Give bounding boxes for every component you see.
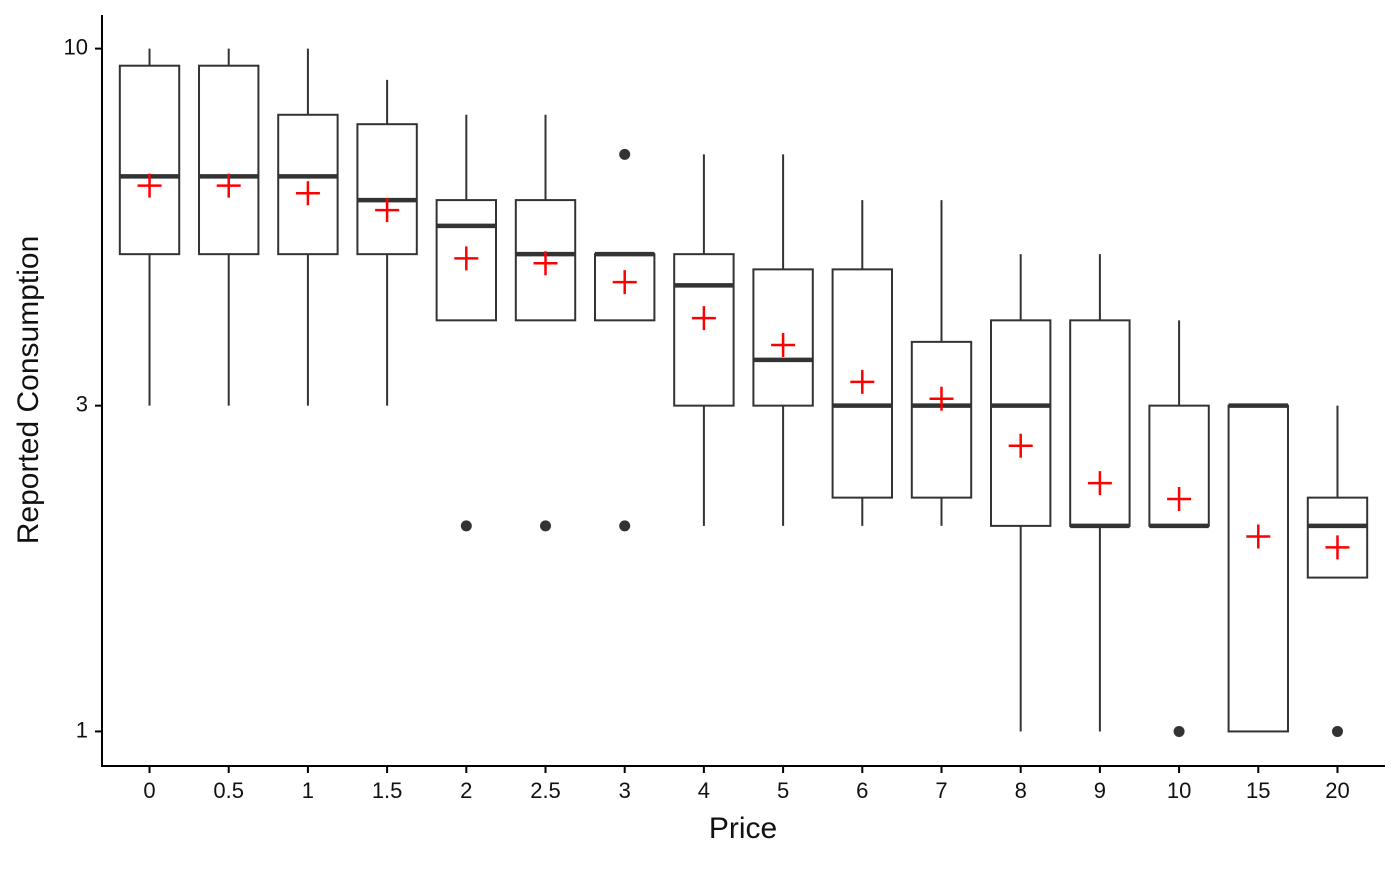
y-tick-label: 1 <box>76 717 88 742</box>
mean-marker <box>375 198 400 223</box>
x-tick-label: 0 <box>143 778 155 803</box>
mean-marker <box>1087 471 1112 496</box>
mean-marker <box>612 270 637 295</box>
x-tick-label: 20 <box>1325 778 1349 803</box>
x-tick-label: 3 <box>619 778 631 803</box>
box <box>198 64 260 256</box>
box <box>989 319 1052 527</box>
x-tick-label: 1 <box>302 778 314 803</box>
x-tick-label: 10 <box>1167 778 1191 803</box>
x-tick-label: 0.5 <box>213 778 244 803</box>
x-tick-label: 6 <box>856 778 868 803</box>
y-axis-title: Reported Consumption <box>12 236 45 545</box>
box <box>118 64 181 256</box>
x-tick-label: 1.5 <box>372 778 403 803</box>
mean-marker <box>771 333 796 358</box>
x-tick-label: 7 <box>935 778 947 803</box>
box <box>831 268 893 499</box>
mean-marker <box>216 173 241 198</box>
box <box>910 340 973 499</box>
x-tick-label: 15 <box>1246 778 1270 803</box>
mean-marker <box>850 369 875 394</box>
x-tick-label: 2 <box>460 778 472 803</box>
mean-marker <box>1246 524 1271 549</box>
box <box>356 123 418 256</box>
mean-marker <box>929 386 954 411</box>
mean-marker <box>691 306 716 331</box>
mean-marker <box>1325 535 1350 560</box>
x-tick-label: 2.5 <box>530 778 561 803</box>
x-tick-label: 9 <box>1094 778 1106 803</box>
outlier <box>460 520 472 532</box>
mean-marker <box>1008 433 1033 458</box>
box <box>1227 404 1289 733</box>
outlier <box>619 520 631 532</box>
outlier <box>619 148 631 160</box>
outlier <box>1331 725 1343 737</box>
mean-marker <box>533 251 558 276</box>
mean-marker <box>295 181 320 206</box>
outlier <box>1173 725 1185 737</box>
mean-marker <box>1167 486 1192 511</box>
mean-marker <box>454 246 479 271</box>
x-tick-label: 8 <box>1015 778 1027 803</box>
outlier <box>540 520 552 532</box>
x-tick-label: 4 <box>698 778 710 803</box>
mean-marker <box>137 173 162 198</box>
x-axis-title: Price <box>709 812 777 845</box>
y-tick-label: 10 <box>64 34 88 59</box>
y-tick-label: 3 <box>76 391 88 416</box>
x-tick-label: 5 <box>777 778 789 803</box>
